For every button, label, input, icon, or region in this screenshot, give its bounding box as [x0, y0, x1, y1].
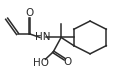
Text: HN: HN [35, 32, 51, 42]
Text: HO: HO [33, 58, 49, 68]
Text: O: O [26, 8, 34, 18]
Text: O: O [64, 57, 72, 67]
